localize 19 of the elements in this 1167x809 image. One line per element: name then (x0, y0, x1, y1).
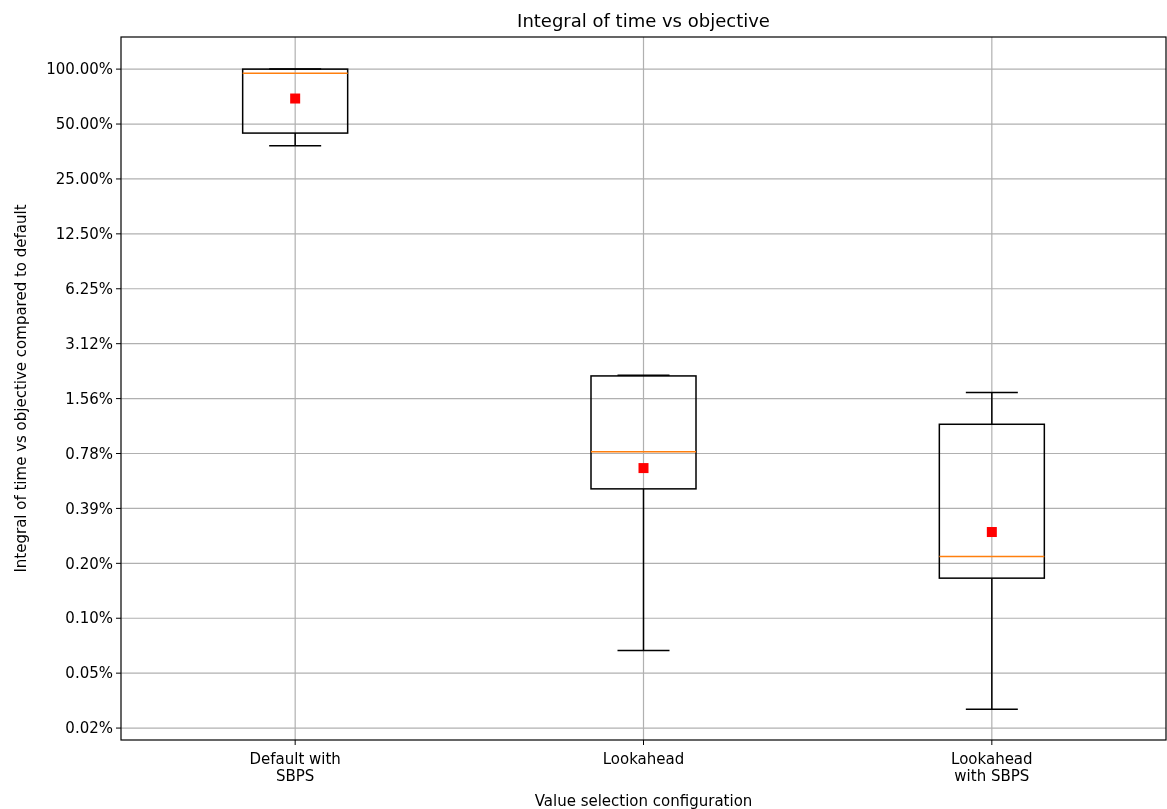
y-tick-label: 0.20% (65, 554, 113, 573)
y-tick-label: 3.12% (65, 334, 113, 353)
y-tick-label: 0.39% (65, 499, 113, 518)
y-tick-label: 0.02% (65, 719, 113, 738)
y-tick-label: 25.00% (55, 170, 113, 189)
x-tick-label: Default with SBPS (249, 750, 341, 785)
y-tick-label: 12.50% (55, 225, 113, 244)
y-tick-label: 0.05% (65, 664, 113, 683)
x-axis-title: Value selection configuration (534, 792, 753, 809)
chart-title: Integral of time vs objective (517, 10, 770, 31)
y-tick-label: 0.10% (65, 609, 113, 628)
y-tick-label: 100.00% (46, 60, 113, 79)
y-tick-label: 6.25% (65, 280, 113, 299)
y-tick-label: 1.56% (65, 389, 113, 408)
y-tick-label: 0.78% (65, 444, 113, 463)
y-tick-label: 50.00% (55, 115, 113, 134)
x-tick-label: Lookahead (602, 750, 685, 768)
x-tick-label: Lookahead with SBPS (951, 750, 1033, 785)
y-axis-title: Integral of time vs objective compared to default (12, 204, 30, 573)
